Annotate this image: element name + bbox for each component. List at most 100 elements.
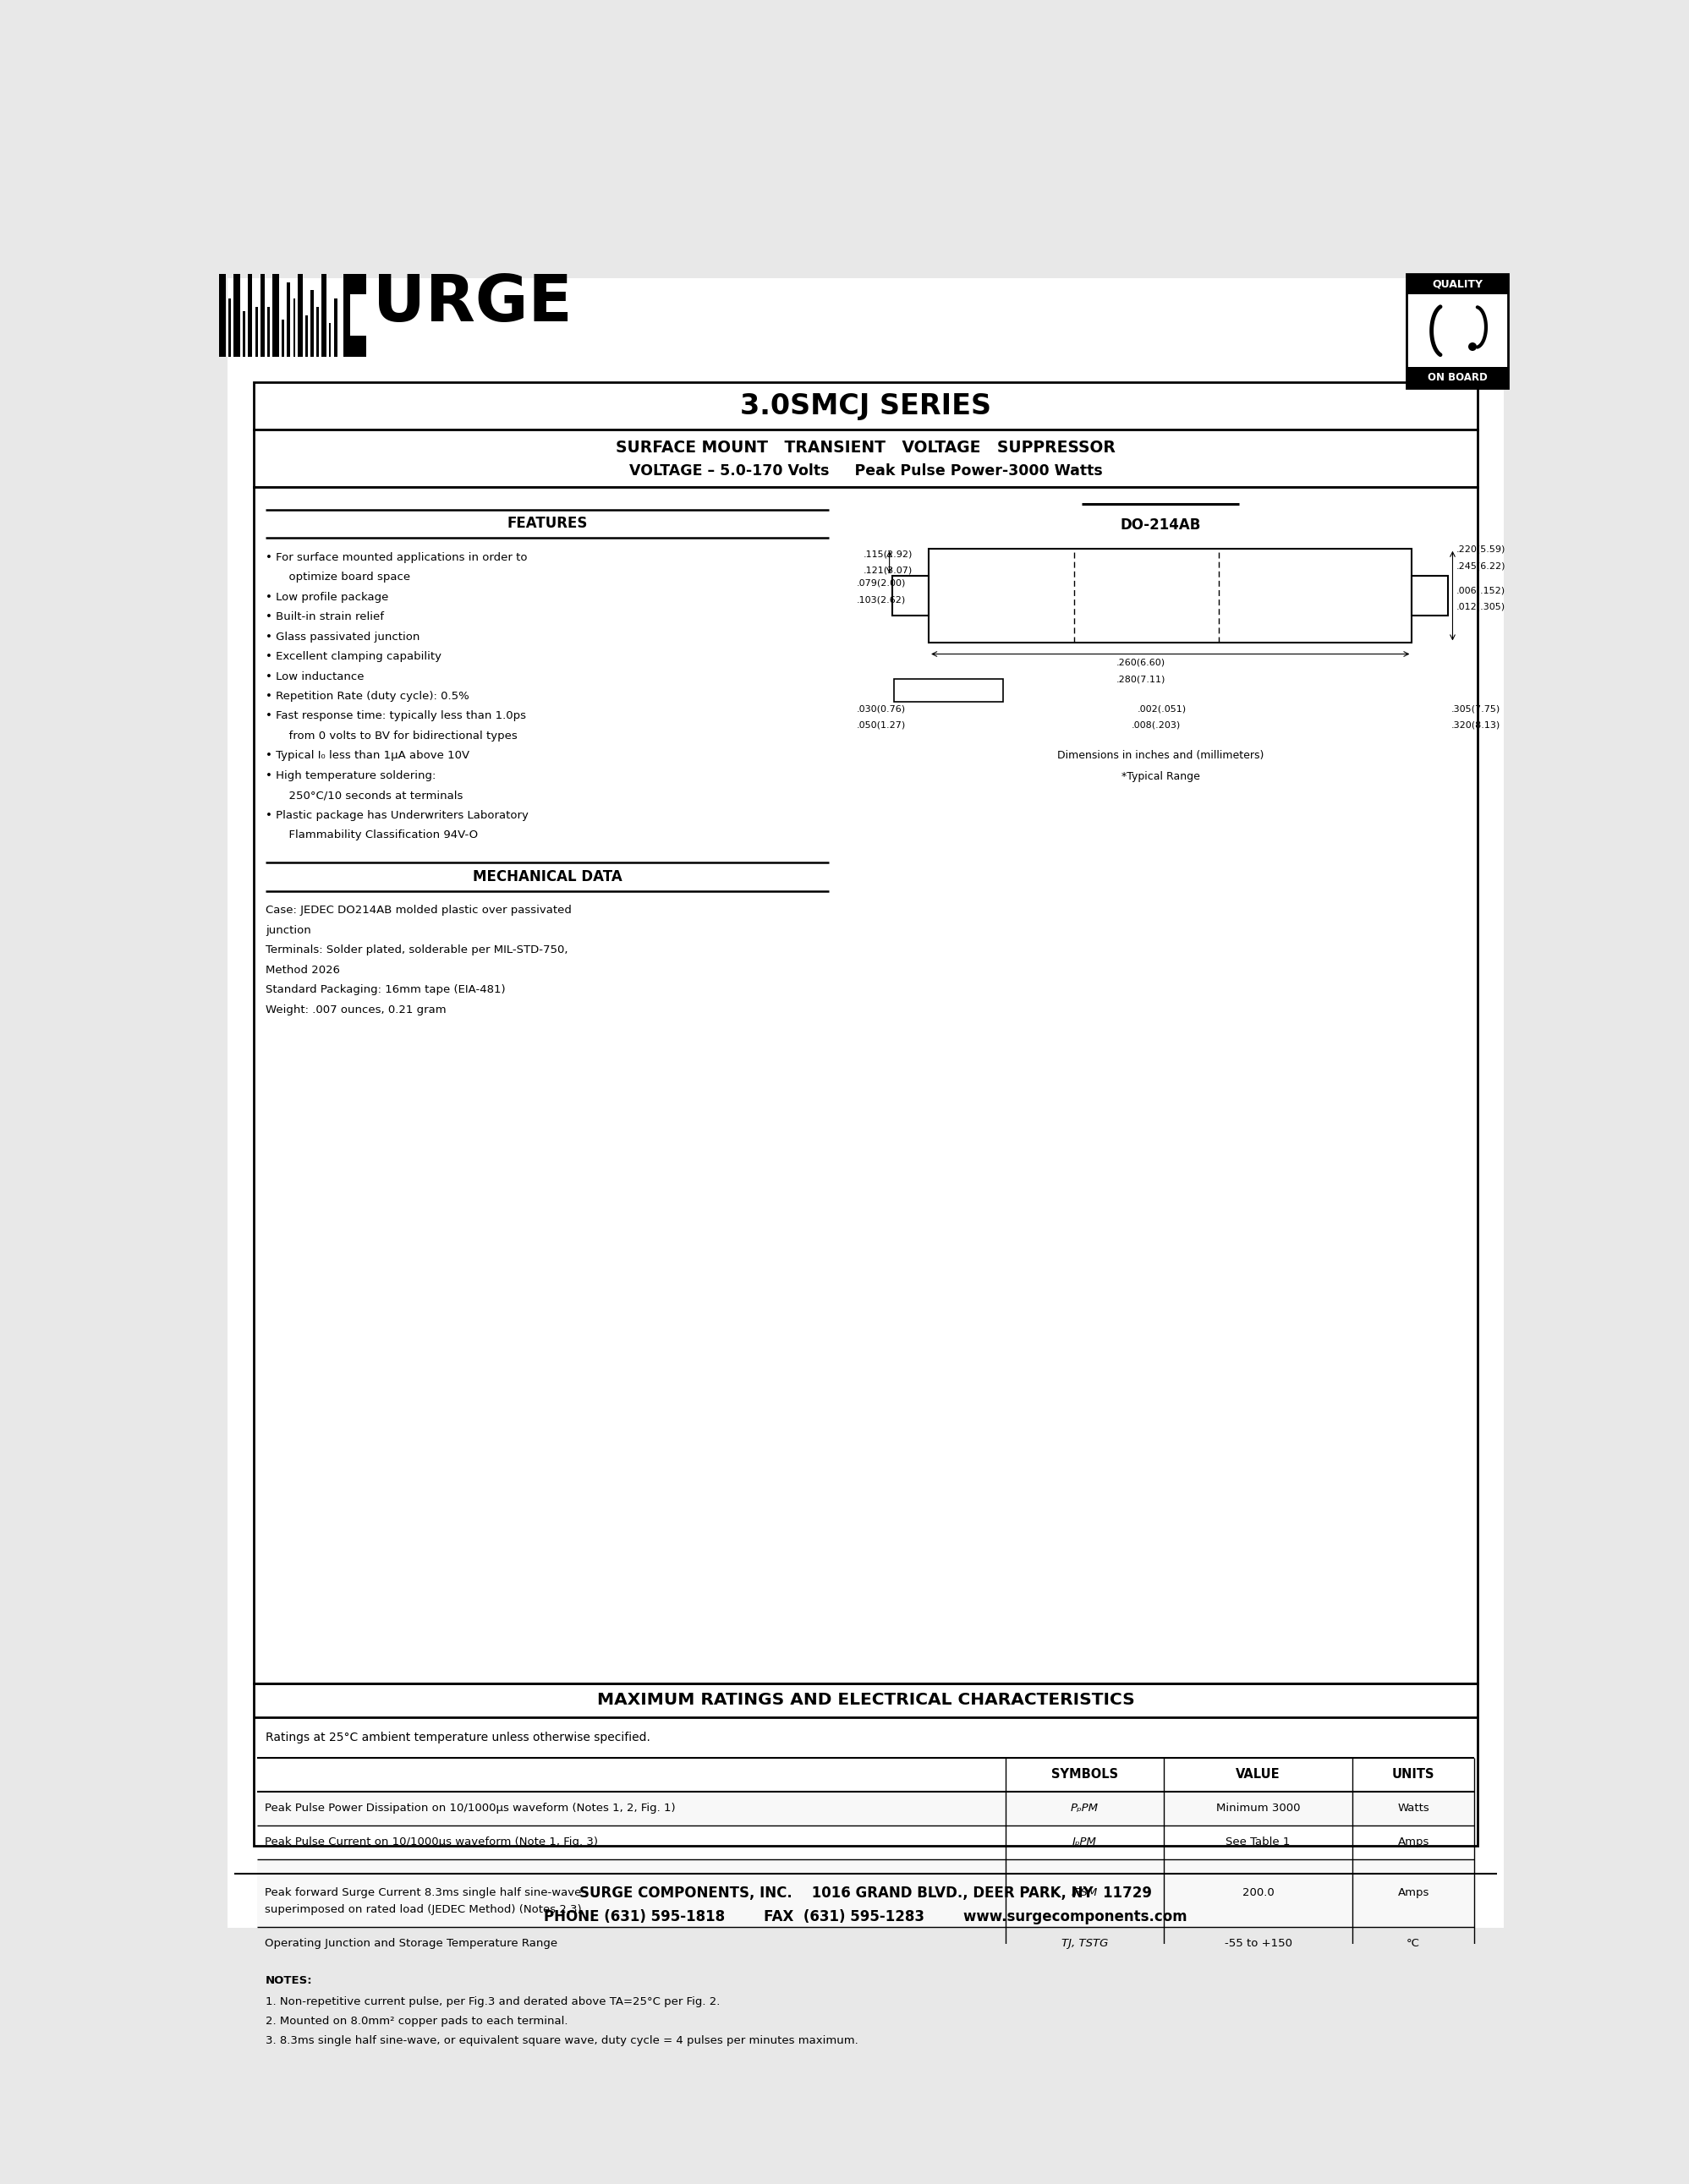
Bar [287, 282, 291, 356]
Text: • Typical I₀ less than 1μA above 10V: • Typical I₀ less than 1μA above 10V [265, 751, 470, 762]
Bar [329, 323, 331, 356]
Text: 200.0: 200.0 [1241, 1887, 1274, 1898]
Bar [350, 295, 370, 336]
Bar [253, 1684, 1478, 1845]
Text: °C: °C [1407, 1937, 1420, 1950]
Text: • For surface mounted applications in order to: • For surface mounted applications in or… [265, 553, 527, 563]
Bar [243, 310, 245, 356]
Bar [297, 273, 302, 356]
Bar [343, 273, 367, 356]
Text: junction: junction [265, 924, 311, 937]
Bar [893, 679, 1003, 701]
Text: .006(.152): .006(.152) [1456, 585, 1505, 594]
Text: .280(7.11): .280(7.11) [1116, 675, 1165, 684]
Text: .320(8.13): .320(8.13) [1451, 721, 1500, 729]
Text: .030(0.76): .030(0.76) [856, 705, 905, 714]
Text: .121(3.07): .121(3.07) [863, 566, 912, 574]
Text: See Table 1: See Table 1 [1226, 1837, 1290, 1848]
Text: Peak Pulse Power Dissipation on 10/1000μs waveform (Notes 1, 2, Fig. 1): Peak Pulse Power Dissipation on 10/1000μ… [265, 1802, 676, 1815]
Bar [321, 273, 326, 356]
Bar [253, 382, 1478, 430]
Bar [1407, 367, 1508, 389]
Text: FEATURES: FEATURES [507, 515, 588, 531]
Bar [248, 273, 252, 356]
Bar [257, 1791, 1474, 1826]
Text: superimposed on rated load (JEDEC Method) (Notes 2,3): superimposed on rated load (JEDEC Method… [265, 1904, 581, 1915]
Text: .103(2.62): .103(2.62) [856, 596, 905, 605]
Text: PHONE (631) 595-1818        FAX  (631) 595-1283        www.surgecomponents.com: PHONE (631) 595-1818 FAX (631) 595-1283 … [544, 1909, 1187, 1924]
Circle shape [1468, 343, 1476, 352]
Text: from 0 volts to BV for bidirectional types: from 0 volts to BV for bidirectional typ… [282, 729, 517, 743]
Text: Method 2026: Method 2026 [265, 965, 339, 976]
Text: • Low inductance: • Low inductance [265, 670, 365, 681]
Text: Amps: Amps [1397, 1837, 1429, 1848]
Text: • Built-in strain relief: • Built-in strain relief [265, 612, 383, 622]
Bar [255, 308, 258, 356]
Text: -55 to +150: -55 to +150 [1225, 1937, 1292, 1950]
Text: Amps: Amps [1397, 1887, 1429, 1898]
Text: .220(5.59): .220(5.59) [1456, 546, 1505, 555]
Bar [1407, 273, 1508, 295]
Text: *Typical Range: *Typical Range [1121, 771, 1199, 782]
Text: QUALITY: QUALITY [1432, 280, 1483, 290]
Bar [294, 299, 296, 356]
Text: Dimensions in inches and (millimeters): Dimensions in inches and (millimeters) [1057, 751, 1263, 762]
Text: MECHANICAL DATA: MECHANICAL DATA [473, 869, 622, 885]
Text: • Plastic package has Underwriters Laboratory: • Plastic package has Underwriters Labor… [265, 810, 529, 821]
Bar [260, 273, 265, 356]
Bar [257, 1859, 1474, 1926]
Text: IFSM: IFSM [1071, 1887, 1098, 1898]
Text: optimize board space: optimize board space [282, 572, 410, 583]
Text: 3. 8.3ms single half sine-wave, or equivalent square wave, duty cycle = 4 pulses: 3. 8.3ms single half sine-wave, or equiv… [265, 2035, 858, 2046]
Text: .079(2.00): .079(2.00) [856, 579, 905, 587]
Text: Peak Pulse Current on 10/1000μs waveform (Note 1, Fig. 3): Peak Pulse Current on 10/1000μs waveform… [265, 1837, 598, 1848]
Bar [228, 299, 231, 356]
Text: .245(6.22): .245(6.22) [1456, 561, 1505, 570]
Bar [334, 299, 338, 356]
Text: Weight: .007 ounces, 0.21 gram: Weight: .007 ounces, 0.21 gram [265, 1005, 446, 1016]
Text: Watts: Watts [1397, 1802, 1429, 1815]
Text: Operating Junction and Storage Temperature Range: Operating Junction and Storage Temperatu… [265, 1937, 557, 1950]
Text: Standard Packaging: 16mm tape (EIA-481): Standard Packaging: 16mm tape (EIA-481) [265, 985, 505, 996]
Text: DO-214AB: DO-214AB [1120, 518, 1201, 533]
Bar [316, 308, 319, 356]
Bar [306, 314, 307, 356]
Text: PₚPM: PₚPM [1071, 1802, 1098, 1815]
Text: Terminals: Solder plated, solderable per MIL-STD-750,: Terminals: Solder plated, solderable per… [265, 946, 568, 957]
Text: .115(2.92): .115(2.92) [863, 550, 912, 559]
Text: .305(7.75): .305(7.75) [1451, 705, 1500, 714]
Text: Ratings at 25°C ambient temperature unless otherwise specified.: Ratings at 25°C ambient temperature unle… [265, 1732, 650, 1743]
Bar [272, 273, 279, 356]
Text: SURGE COMPONENTS, INC.    1016 GRAND BLVD., DEER PARK, NY  11729: SURGE COMPONENTS, INC. 1016 GRAND BLVD.,… [579, 1885, 1152, 1900]
Text: Case: JEDEC DO214AB molded plastic over passivated: Case: JEDEC DO214AB molded plastic over … [265, 904, 571, 915]
Bar [253, 430, 1478, 487]
Text: .008(.203): .008(.203) [1132, 721, 1181, 729]
Text: .002(.051): .002(.051) [1138, 705, 1187, 714]
Text: Minimum 3000: Minimum 3000 [1216, 1802, 1301, 1815]
Text: .012(.305): .012(.305) [1456, 603, 1505, 612]
Text: .260(6.60): .260(6.60) [1116, 660, 1165, 666]
Text: VOLTAGE – 5.0-170 Volts     Peak Pulse Power-3000 Watts: VOLTAGE – 5.0-170 Volts Peak Pulse Power… [628, 463, 1103, 478]
Bar [311, 290, 314, 356]
Text: ON BOARD: ON BOARD [1427, 371, 1488, 382]
Text: IₚPM: IₚPM [1073, 1837, 1096, 1848]
Text: • Fast response time: typically less than 1.0ps: • Fast response time: typically less tha… [265, 710, 525, 721]
Bar [220, 273, 226, 356]
Bar [929, 548, 1412, 642]
Text: SURFACE MOUNT   TRANSIENT   VOLTAGE   SUPPRESSOR: SURFACE MOUNT TRANSIENT VOLTAGE SUPPRESS… [616, 439, 1115, 456]
Bar [233, 273, 240, 356]
Text: URGE: URGE [373, 273, 573, 334]
Bar [1412, 577, 1447, 616]
Text: VALUE: VALUE [1236, 1769, 1280, 1780]
Text: SYMBOLS: SYMBOLS [1051, 1769, 1118, 1780]
Bar [893, 577, 929, 616]
Text: • High temperature soldering:: • High temperature soldering: [265, 771, 436, 782]
Bar [267, 308, 270, 356]
Text: • Repetition Rate (duty cycle): 0.5%: • Repetition Rate (duty cycle): 0.5% [265, 690, 470, 701]
Text: NOTES:: NOTES: [265, 1974, 312, 1985]
Text: TJ, TSTG: TJ, TSTG [1061, 1937, 1108, 1950]
Bar [253, 487, 1478, 1684]
Text: Peak forward Surge Current 8.3ms single half sine-wave: Peak forward Surge Current 8.3ms single … [265, 1887, 581, 1898]
Text: • Excellent clamping capability: • Excellent clamping capability [265, 651, 441, 662]
Text: • Low profile package: • Low profile package [265, 592, 388, 603]
